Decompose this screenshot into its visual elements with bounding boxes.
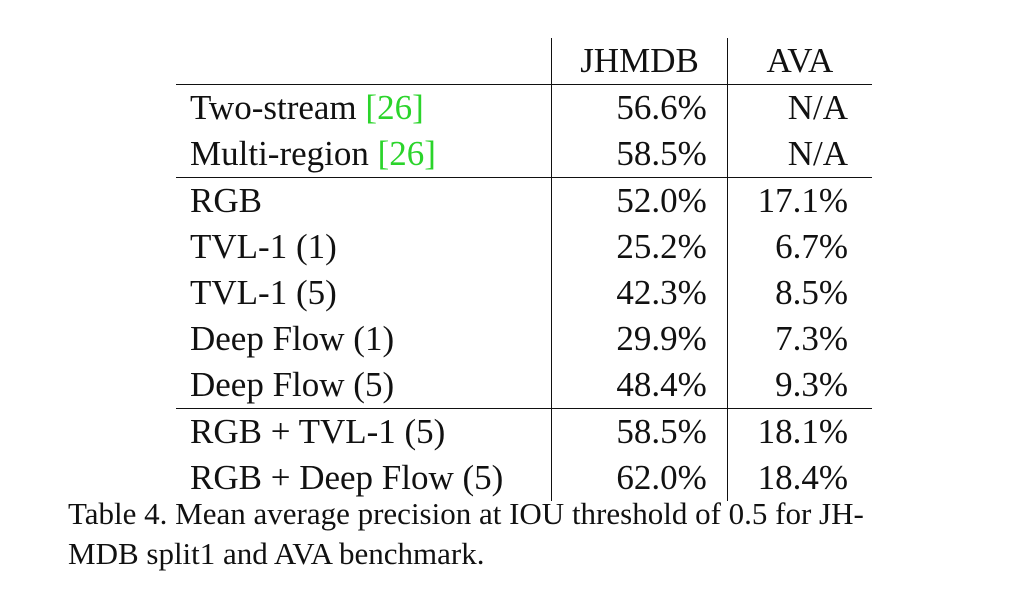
method-name: Multi-region: [190, 134, 378, 173]
jhmdb-value: 58.5%: [551, 408, 728, 455]
caption-line-1: Table 4. Mean average precision at IOU t…: [68, 496, 864, 531]
header-ava: AVA: [726, 38, 872, 85]
table-header-row: JHMDB AVA: [176, 38, 872, 85]
jhmdb-value: 42.3%: [551, 270, 728, 316]
method-cell: TVL-1 (5): [190, 273, 337, 312]
ava-value: 17.1%: [726, 177, 872, 224]
method-cell: RGB: [176, 177, 552, 224]
citation-number: 26: [389, 134, 425, 173]
citation-link[interactable]: [26]: [365, 88, 423, 127]
ava-value: N/A: [726, 84, 872, 131]
citation-open-bracket: [: [365, 88, 378, 127]
method-cell: TVL-1 (1): [190, 227, 337, 266]
method-cell: Two-stream [26]: [176, 84, 552, 131]
method-cell: Deep Flow (1): [190, 319, 395, 358]
ava-value: 7.3%: [726, 316, 872, 362]
jhmdb-value: 52.0%: [551, 177, 728, 224]
citation-link[interactable]: [26]: [378, 134, 436, 173]
ava-value: 9.3%: [726, 362, 872, 409]
table-row: TVL-1 (5) 42.3% 8.5%: [176, 270, 872, 316]
results-table: JHMDB AVA Two-stream [26] 56.6% N/A Mult…: [176, 38, 872, 501]
jhmdb-value: 29.9%: [551, 316, 728, 362]
jhmdb-value: 62.0%: [551, 455, 728, 501]
results-table-container: JHMDB AVA Two-stream [26] 56.6% N/A Mult…: [176, 38, 872, 501]
table-row: RGB + Deep Flow (5) 62.0% 18.4%: [176, 455, 872, 501]
table-row: RGB + TVL-1 (5) 58.5% 18.1%: [176, 408, 872, 455]
table-row: Two-stream [26] 56.6% N/A: [176, 84, 872, 131]
jhmdb-value: 58.5%: [551, 131, 728, 178]
table-row: TVL-1 (1) 25.2% 6.7%: [176, 224, 872, 270]
table-row: Deep Flow (1) 29.9% 7.3%: [176, 316, 872, 362]
citation-close-bracket: ]: [424, 134, 436, 173]
jhmdb-value: 25.2%: [551, 224, 728, 270]
ava-value: 18.1%: [726, 408, 872, 455]
header-jhmdb: JHMDB: [551, 38, 728, 85]
citation-open-bracket: [: [377, 134, 390, 173]
ava-value: 8.5%: [726, 270, 872, 316]
jhmdb-value: 56.6%: [551, 84, 728, 131]
table-row: Deep Flow (5) 48.4% 9.3%: [176, 362, 872, 409]
table-body: Two-stream [26] 56.6% N/A Multi-region […: [176, 84, 872, 501]
citation-close-bracket: ]: [412, 88, 424, 127]
method-cell: Deep Flow (5): [190, 365, 395, 404]
header-method: [176, 38, 552, 85]
method-cell: RGB + TVL-1 (5): [176, 408, 552, 455]
method-cell: Multi-region [26]: [176, 131, 552, 178]
caption-line-2: MDB split1 and AVA benchmark.: [68, 536, 485, 571]
ava-value: 6.7%: [726, 224, 872, 270]
ava-value: N/A: [726, 131, 872, 178]
ava-value: 18.4%: [726, 455, 872, 501]
citation-number: 26: [377, 88, 413, 127]
table-caption: Table 4. Mean average precision at IOU t…: [68, 494, 968, 574]
table-row: RGB 52.0% 17.1%: [176, 177, 872, 224]
jhmdb-value: 48.4%: [551, 362, 728, 409]
method-cell: RGB + Deep Flow (5): [190, 458, 504, 497]
method-name: Two-stream: [190, 88, 366, 127]
table-row: Multi-region [26] 58.5% N/A: [176, 131, 872, 178]
